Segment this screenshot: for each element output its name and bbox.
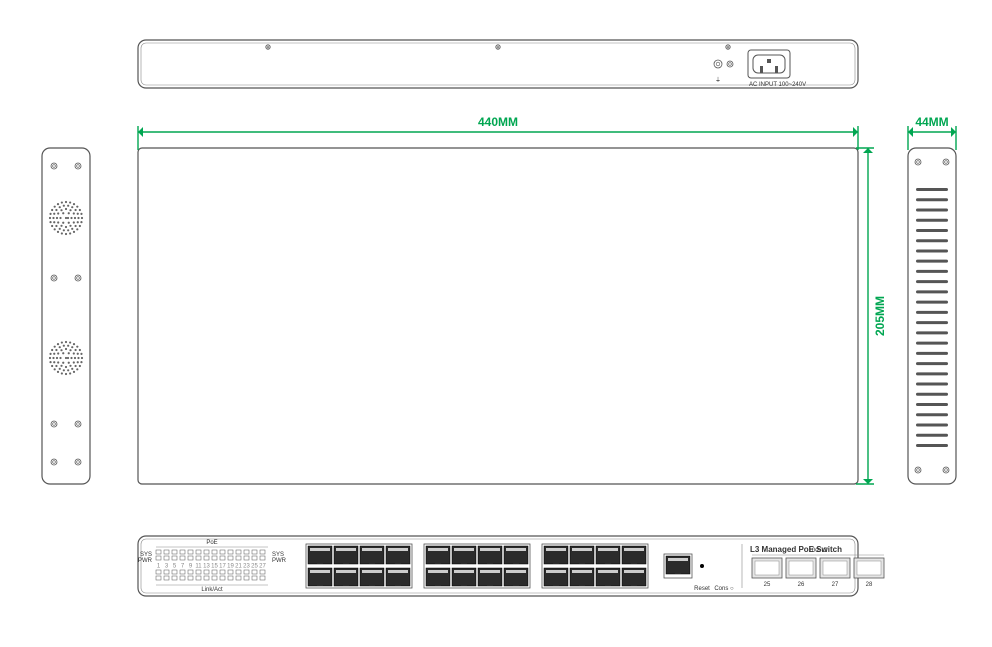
svg-text:AC INPUT 100~240V: AC INPUT 100~240V xyxy=(749,82,806,88)
svg-text:PoE: PoE xyxy=(206,540,217,546)
svg-text:15: 15 xyxy=(211,564,218,570)
svg-text:Cons ○: Cons ○ xyxy=(714,586,734,592)
svg-text:⏚: ⏚ xyxy=(715,77,721,84)
svg-text:11: 11 xyxy=(195,564,202,570)
svg-text:26: 26 xyxy=(798,582,805,588)
svg-text:13: 13 xyxy=(203,564,210,570)
svg-text:Link/Act: Link/Act xyxy=(201,587,223,593)
svg-text:19: 19 xyxy=(227,564,234,570)
svg-text:23: 23 xyxy=(243,564,250,570)
svg-text:25: 25 xyxy=(251,564,258,570)
svg-text:27: 27 xyxy=(259,564,266,570)
svg-text:L3 Managed PoE Switch: L3 Managed PoE Switch xyxy=(750,545,842,554)
svg-text:17: 17 xyxy=(219,564,226,570)
svg-text:PWR: PWR xyxy=(272,558,287,564)
svg-text:28: 28 xyxy=(866,582,873,588)
svg-text:PWR: PWR xyxy=(138,558,153,564)
svg-text:205MM: 205MM xyxy=(873,296,887,336)
svg-text:25: 25 xyxy=(764,582,771,588)
svg-text:27: 27 xyxy=(832,582,839,588)
svg-text:440MM: 440MM xyxy=(478,115,518,129)
svg-text:21: 21 xyxy=(235,564,242,570)
svg-text:44MM: 44MM xyxy=(915,115,948,129)
svg-text:Reset: Reset xyxy=(694,586,710,592)
